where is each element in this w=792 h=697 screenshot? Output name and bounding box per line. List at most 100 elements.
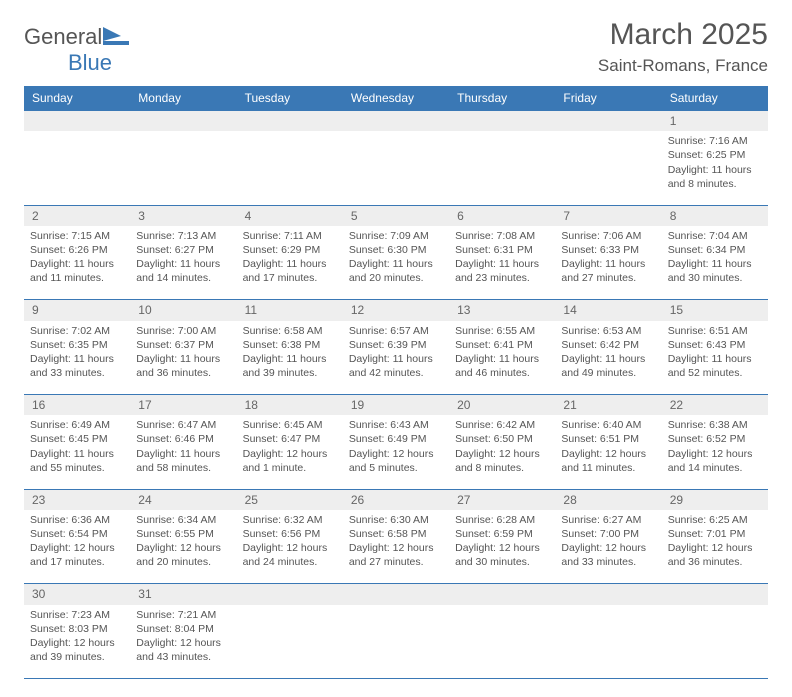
day-number: 5	[343, 205, 449, 226]
day-number	[130, 111, 236, 132]
day1-text: Daylight: 11 hours	[349, 352, 443, 366]
sunset-text: Sunset: 6:46 PM	[136, 432, 230, 446]
sunrise-text: Sunrise: 7:00 AM	[136, 324, 230, 338]
day2-text: and 11 minutes.	[561, 461, 655, 475]
day1-text: Daylight: 11 hours	[455, 352, 549, 366]
day-cell: Sunrise: 6:45 AMSunset: 6:47 PMDaylight:…	[237, 415, 343, 489]
day-cell: Sunrise: 6:49 AMSunset: 6:45 PMDaylight:…	[24, 415, 130, 489]
month-title: March 2025	[598, 18, 768, 52]
sunrise-text: Sunrise: 6:25 AM	[668, 513, 762, 527]
sunset-text: Sunset: 7:01 PM	[668, 527, 762, 541]
day-cell: Sunrise: 6:47 AMSunset: 6:46 PMDaylight:…	[130, 415, 236, 489]
day-cell	[555, 605, 661, 679]
day1-text: Daylight: 11 hours	[668, 163, 762, 177]
day-cell: Sunrise: 6:58 AMSunset: 6:38 PMDaylight:…	[237, 321, 343, 395]
sunrise-text: Sunrise: 6:43 AM	[349, 418, 443, 432]
day-cell: Sunrise: 6:36 AMSunset: 6:54 PMDaylight:…	[24, 510, 130, 584]
day-cell: Sunrise: 7:00 AMSunset: 6:37 PMDaylight:…	[130, 321, 236, 395]
day-number: 14	[555, 300, 661, 321]
day-cell: Sunrise: 7:21 AMSunset: 8:04 PMDaylight:…	[130, 605, 236, 679]
sunset-text: Sunset: 6:51 PM	[561, 432, 655, 446]
day-number: 24	[130, 489, 236, 510]
sunset-text: Sunset: 6:56 PM	[243, 527, 337, 541]
day-number	[662, 584, 768, 605]
day-cell: Sunrise: 6:42 AMSunset: 6:50 PMDaylight:…	[449, 415, 555, 489]
sunrise-text: Sunrise: 7:23 AM	[30, 608, 124, 622]
day-cell: Sunrise: 6:34 AMSunset: 6:55 PMDaylight:…	[130, 510, 236, 584]
day-number	[343, 111, 449, 132]
day-cell	[662, 605, 768, 679]
day2-text: and 8 minutes.	[455, 461, 549, 475]
day2-text: and 20 minutes.	[349, 271, 443, 285]
day1-text: Daylight: 12 hours	[349, 447, 443, 461]
day-number: 17	[130, 395, 236, 416]
day-number	[555, 111, 661, 132]
day2-text: and 36 minutes.	[136, 366, 230, 380]
sunrise-text: Sunrise: 6:36 AM	[30, 513, 124, 527]
sunrise-text: Sunrise: 6:27 AM	[561, 513, 655, 527]
sunrise-text: Sunrise: 6:51 AM	[668, 324, 762, 338]
daynum-row: 2345678	[24, 205, 768, 226]
day2-text: and 52 minutes.	[668, 366, 762, 380]
day1-text: Daylight: 12 hours	[30, 541, 124, 555]
calendar-table: SundayMondayTuesdayWednesdayThursdayFrid…	[24, 86, 768, 679]
day2-text: and 30 minutes.	[668, 271, 762, 285]
day-cell: Sunrise: 6:53 AMSunset: 6:42 PMDaylight:…	[555, 321, 661, 395]
sunset-text: Sunset: 6:47 PM	[243, 432, 337, 446]
week-row: Sunrise: 7:02 AMSunset: 6:35 PMDaylight:…	[24, 321, 768, 395]
logo-general: General	[24, 24, 102, 49]
day-number: 2	[24, 205, 130, 226]
day-cell: Sunrise: 7:23 AMSunset: 8:03 PMDaylight:…	[24, 605, 130, 679]
day-cell: Sunrise: 6:43 AMSunset: 6:49 PMDaylight:…	[343, 415, 449, 489]
day2-text: and 33 minutes.	[561, 555, 655, 569]
sunset-text: Sunset: 6:55 PM	[136, 527, 230, 541]
day1-text: Daylight: 11 hours	[668, 257, 762, 271]
week-row: Sunrise: 6:36 AMSunset: 6:54 PMDaylight:…	[24, 510, 768, 584]
sunset-text: Sunset: 6:37 PM	[136, 338, 230, 352]
day1-text: Daylight: 11 hours	[561, 257, 655, 271]
calendar-page: GeneralBlue March 2025 Saint-Romans, Fra…	[0, 0, 792, 697]
day-number: 22	[662, 395, 768, 416]
sunrise-text: Sunrise: 6:30 AM	[349, 513, 443, 527]
logo-flag-icon	[103, 27, 129, 45]
day2-text: and 30 minutes.	[455, 555, 549, 569]
sunset-text: Sunset: 6:43 PM	[668, 338, 762, 352]
day2-text: and 20 minutes.	[136, 555, 230, 569]
day-number: 12	[343, 300, 449, 321]
sunrise-text: Sunrise: 6:28 AM	[455, 513, 549, 527]
day-cell	[237, 605, 343, 679]
day-cell: Sunrise: 6:40 AMSunset: 6:51 PMDaylight:…	[555, 415, 661, 489]
sunset-text: Sunset: 7:00 PM	[561, 527, 655, 541]
day1-text: Daylight: 11 hours	[136, 352, 230, 366]
day-cell: Sunrise: 7:04 AMSunset: 6:34 PMDaylight:…	[662, 226, 768, 300]
day-number	[449, 584, 555, 605]
day-number: 6	[449, 205, 555, 226]
day-cell: Sunrise: 7:08 AMSunset: 6:31 PMDaylight:…	[449, 226, 555, 300]
sunset-text: Sunset: 6:39 PM	[349, 338, 443, 352]
daynum-row: 9101112131415	[24, 300, 768, 321]
day1-text: Daylight: 12 hours	[455, 541, 549, 555]
day1-text: Daylight: 12 hours	[668, 541, 762, 555]
day-cell: Sunrise: 6:25 AMSunset: 7:01 PMDaylight:…	[662, 510, 768, 584]
sunrise-text: Sunrise: 7:11 AM	[243, 229, 337, 243]
day-cell	[237, 131, 343, 205]
day1-text: Daylight: 11 hours	[30, 352, 124, 366]
day-number: 10	[130, 300, 236, 321]
day2-text: and 42 minutes.	[349, 366, 443, 380]
day-cell: Sunrise: 6:57 AMSunset: 6:39 PMDaylight:…	[343, 321, 449, 395]
day-number: 15	[662, 300, 768, 321]
daynum-row: 1	[24, 111, 768, 132]
sunrise-text: Sunrise: 6:45 AM	[243, 418, 337, 432]
day1-text: Daylight: 12 hours	[136, 636, 230, 650]
day-number: 21	[555, 395, 661, 416]
day-number	[343, 584, 449, 605]
sunset-text: Sunset: 6:49 PM	[349, 432, 443, 446]
sunrise-text: Sunrise: 6:40 AM	[561, 418, 655, 432]
sunrise-text: Sunrise: 7:16 AM	[668, 134, 762, 148]
day2-text: and 46 minutes.	[455, 366, 549, 380]
day-number: 1	[662, 111, 768, 132]
day-cell: Sunrise: 6:51 AMSunset: 6:43 PMDaylight:…	[662, 321, 768, 395]
day1-text: Daylight: 11 hours	[136, 257, 230, 271]
day2-text: and 8 minutes.	[668, 177, 762, 191]
week-row: Sunrise: 6:49 AMSunset: 6:45 PMDaylight:…	[24, 415, 768, 489]
